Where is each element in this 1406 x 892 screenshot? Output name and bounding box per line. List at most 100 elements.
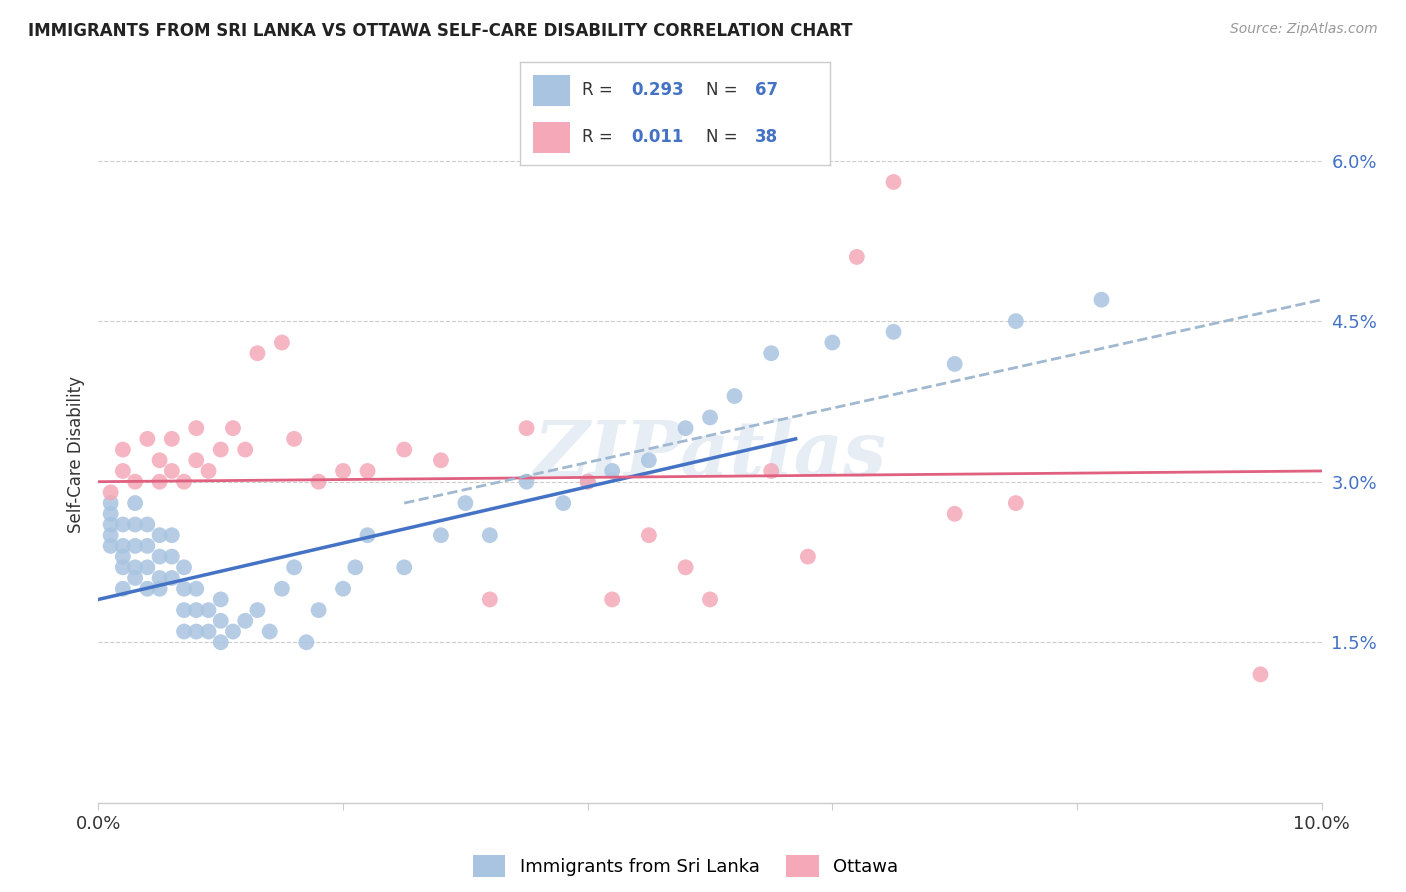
Point — [308, 603, 330, 617]
Point — [430, 453, 453, 467]
Point — [160, 432, 183, 446]
Y-axis label: Self-Care Disability: Self-Care Disability — [66, 376, 84, 533]
Point — [124, 517, 146, 532]
Point — [332, 464, 354, 478]
Point — [186, 582, 208, 596]
Point — [637, 453, 661, 467]
Point — [270, 582, 292, 596]
Point — [160, 528, 183, 542]
Point — [283, 560, 305, 574]
Point — [478, 528, 501, 542]
Point — [699, 592, 721, 607]
Point — [430, 528, 453, 542]
Point — [136, 582, 159, 596]
Point — [136, 539, 159, 553]
Point — [600, 464, 623, 478]
Point — [111, 549, 134, 564]
Point — [943, 507, 966, 521]
Text: 0.011: 0.011 — [631, 128, 683, 146]
Point — [100, 496, 122, 510]
Point — [283, 432, 305, 446]
Point — [160, 464, 183, 478]
Point — [111, 464, 134, 478]
Point — [173, 582, 195, 596]
Point — [356, 528, 378, 542]
Point — [111, 560, 134, 574]
Text: 0.293: 0.293 — [631, 81, 685, 99]
Point — [699, 410, 721, 425]
Point — [675, 560, 697, 574]
Point — [759, 464, 782, 478]
Point — [160, 549, 183, 564]
Point — [233, 614, 256, 628]
Point — [600, 592, 623, 607]
Point — [295, 635, 318, 649]
Point — [173, 624, 195, 639]
Point — [111, 539, 134, 553]
Text: R =: R = — [582, 81, 619, 99]
Point — [797, 549, 820, 564]
Point — [173, 560, 195, 574]
Point — [759, 346, 782, 360]
Point — [675, 421, 697, 435]
Point — [124, 539, 146, 553]
Point — [111, 582, 134, 596]
Legend: Immigrants from Sri Lanka, Ottawa: Immigrants from Sri Lanka, Ottawa — [465, 847, 905, 884]
Point — [478, 592, 501, 607]
Point — [332, 582, 354, 596]
FancyBboxPatch shape — [533, 75, 569, 105]
Point — [124, 560, 146, 574]
Point — [173, 475, 195, 489]
Point — [136, 432, 159, 446]
Text: N =: N = — [706, 128, 742, 146]
Point — [1004, 314, 1026, 328]
Point — [883, 325, 905, 339]
Point — [186, 603, 208, 617]
Point — [209, 635, 232, 649]
Point — [173, 603, 195, 617]
Point — [356, 464, 378, 478]
Point — [344, 560, 367, 574]
Point — [1004, 496, 1026, 510]
Point — [111, 517, 134, 532]
Point — [197, 464, 219, 478]
Point — [100, 485, 122, 500]
Point — [136, 560, 159, 574]
Point — [124, 571, 146, 585]
Point — [149, 582, 172, 596]
Point — [392, 560, 416, 574]
Point — [136, 517, 159, 532]
Point — [149, 549, 172, 564]
Point — [124, 496, 146, 510]
Point — [1090, 293, 1112, 307]
Text: N =: N = — [706, 81, 742, 99]
Point — [723, 389, 745, 403]
Point — [222, 624, 245, 639]
Point — [100, 517, 122, 532]
Point — [516, 421, 538, 435]
Point — [246, 603, 269, 617]
Point — [246, 346, 269, 360]
Point — [111, 442, 134, 457]
Point — [209, 592, 232, 607]
Point — [454, 496, 477, 510]
Point — [576, 475, 599, 489]
Point — [516, 475, 538, 489]
Point — [392, 442, 416, 457]
Point — [209, 442, 232, 457]
Text: 67: 67 — [755, 81, 779, 99]
Point — [149, 528, 172, 542]
Point — [1249, 667, 1271, 681]
Point — [100, 528, 122, 542]
Point — [222, 421, 245, 435]
Point — [197, 603, 219, 617]
Point — [270, 335, 292, 350]
Point — [637, 528, 661, 542]
FancyBboxPatch shape — [533, 122, 569, 153]
Point — [160, 571, 183, 585]
Point — [943, 357, 966, 371]
Text: Source: ZipAtlas.com: Source: ZipAtlas.com — [1230, 22, 1378, 37]
Point — [186, 453, 208, 467]
Point — [883, 175, 905, 189]
Text: IMMIGRANTS FROM SRI LANKA VS OTTAWA SELF-CARE DISABILITY CORRELATION CHART: IMMIGRANTS FROM SRI LANKA VS OTTAWA SELF… — [28, 22, 852, 40]
